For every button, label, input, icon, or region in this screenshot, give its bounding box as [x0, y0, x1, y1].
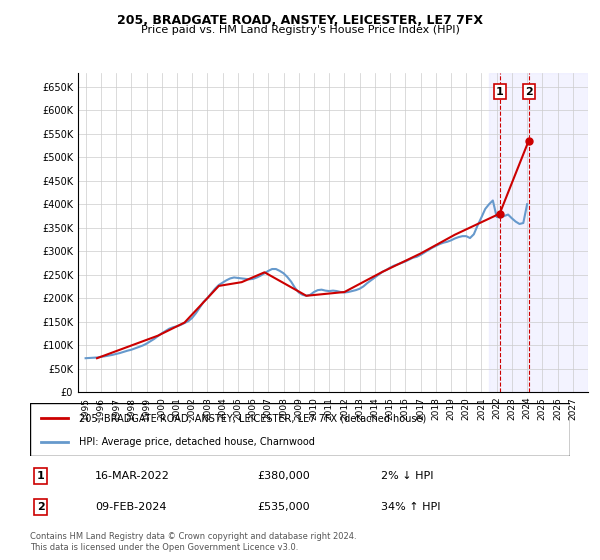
- Text: 1: 1: [37, 471, 44, 481]
- Text: 2% ↓ HPI: 2% ↓ HPI: [381, 471, 433, 481]
- Text: 34% ↑ HPI: 34% ↑ HPI: [381, 502, 440, 512]
- Text: £535,000: £535,000: [257, 502, 310, 512]
- Text: 16-MAR-2022: 16-MAR-2022: [95, 471, 170, 481]
- Text: 1: 1: [496, 87, 503, 96]
- Text: 09-FEB-2024: 09-FEB-2024: [95, 502, 166, 512]
- Text: 2: 2: [525, 87, 533, 96]
- Text: Contains HM Land Registry data © Crown copyright and database right 2024.
This d: Contains HM Land Registry data © Crown c…: [30, 532, 356, 552]
- Text: £380,000: £380,000: [257, 471, 310, 481]
- Text: 205, BRADGATE ROAD, ANSTEY, LEICESTER, LE7 7FX (detached house): 205, BRADGATE ROAD, ANSTEY, LEICESTER, L…: [79, 413, 426, 423]
- Text: HPI: Average price, detached house, Charnwood: HPI: Average price, detached house, Char…: [79, 436, 314, 446]
- Text: 2: 2: [37, 502, 44, 512]
- Text: 205, BRADGATE ROAD, ANSTEY, LEICESTER, LE7 7FX: 205, BRADGATE ROAD, ANSTEY, LEICESTER, L…: [117, 14, 483, 27]
- Text: Price paid vs. HM Land Registry's House Price Index (HPI): Price paid vs. HM Land Registry's House …: [140, 25, 460, 35]
- Bar: [489, 73, 588, 392]
